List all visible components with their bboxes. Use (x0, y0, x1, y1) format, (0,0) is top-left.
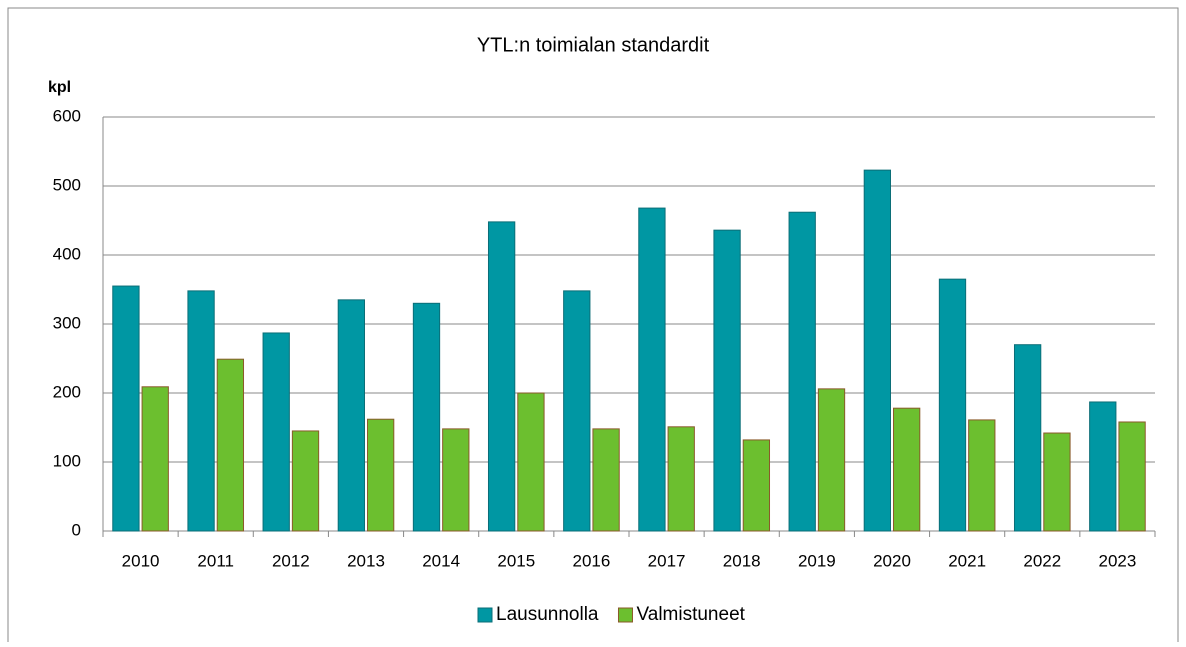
bar (517, 392, 545, 532)
legend-swatch (617, 607, 633, 623)
x-tick-label: 2022 (1023, 551, 1061, 570)
y-tick-label: 400 (53, 244, 81, 263)
bar (638, 207, 666, 532)
x-tick-label: 2012 (272, 551, 310, 570)
x-tick-label: 2015 (497, 551, 535, 570)
legend-label: Valmistuneet (636, 604, 745, 625)
bar (968, 419, 996, 532)
bar (1013, 344, 1042, 532)
bar (563, 290, 591, 532)
bar (863, 169, 892, 532)
bar (412, 302, 441, 532)
y-axis-label: kpl (48, 79, 71, 96)
bar (112, 285, 140, 532)
legend-swatch (477, 607, 493, 623)
bar (367, 418, 395, 532)
bar (337, 299, 366, 532)
bar (817, 388, 846, 532)
bar (592, 428, 620, 532)
y-tick-label: 100 (53, 451, 81, 470)
chart-title: YTL:n toimialan standardit (477, 34, 710, 56)
x-tick-label: 2014 (422, 551, 460, 570)
legend-label: Lausunnolla (496, 604, 599, 625)
x-tick-label: 2011 (197, 551, 234, 570)
bar (893, 407, 921, 532)
y-tick-label: 0 (72, 520, 81, 539)
x-tick-label: 2021 (948, 551, 986, 570)
bar (713, 229, 741, 532)
bar (1043, 432, 1071, 532)
x-tick-label: 2017 (648, 551, 686, 570)
bar (1118, 421, 1146, 532)
x-tick-label: 2010 (122, 551, 160, 570)
y-tick-label: 500 (53, 175, 81, 194)
bar (742, 439, 771, 532)
bar (938, 278, 967, 532)
x-tick-label: 2020 (873, 551, 911, 570)
bar (141, 386, 169, 532)
x-tick-label: 2016 (573, 551, 611, 570)
y-tick-label: 600 (53, 106, 81, 125)
bar (487, 221, 516, 532)
bar (788, 211, 816, 532)
bar (291, 430, 320, 532)
y-tick-label: 300 (53, 313, 81, 332)
bar (262, 332, 290, 532)
y-tick-label: 200 (53, 382, 81, 401)
bar (187, 290, 215, 532)
x-tick-label: 2018 (723, 551, 761, 570)
x-tick-label: 2013 (347, 551, 385, 570)
chart-border (7, 7, 1179, 647)
bar (442, 428, 470, 532)
bar (667, 426, 695, 532)
x-tick-label: 2023 (1099, 551, 1137, 570)
bar (1089, 401, 1117, 532)
bar (216, 358, 245, 532)
x-tick-label: 2019 (798, 551, 836, 570)
